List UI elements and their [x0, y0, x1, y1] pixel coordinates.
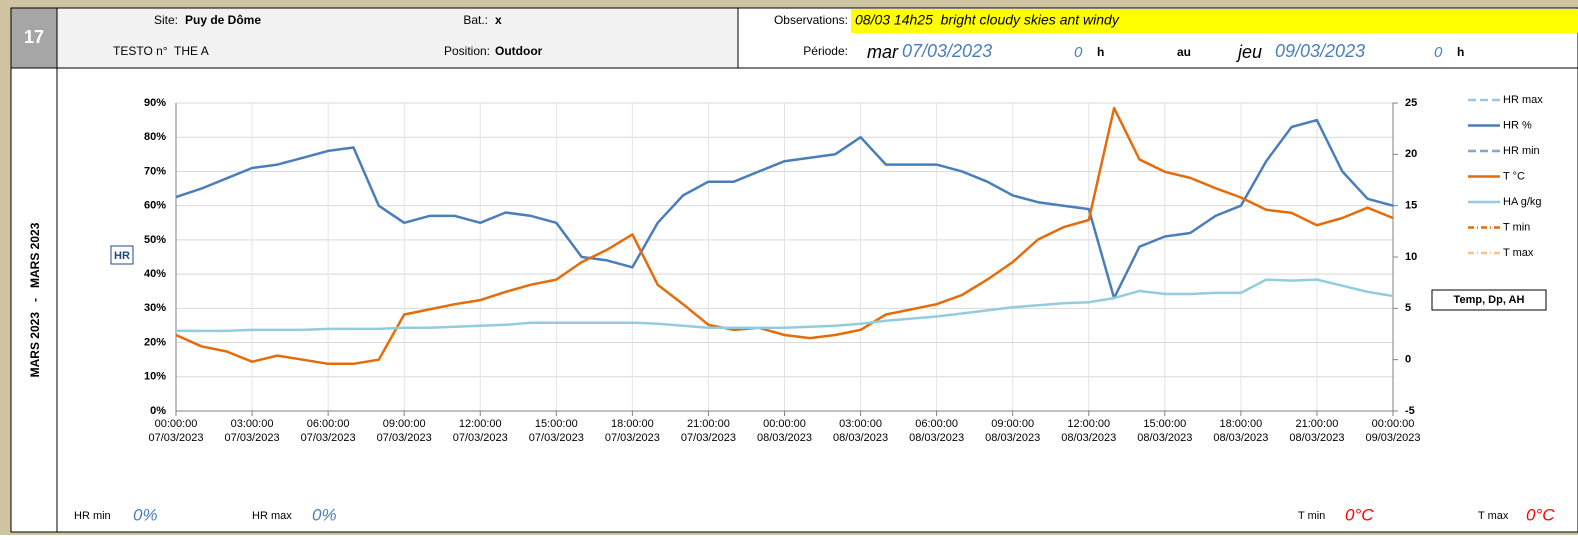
- legend-label: HR %: [1503, 119, 1532, 131]
- series-line: [175, 118, 1394, 300]
- y-tick-label: 60%: [144, 200, 166, 212]
- observations-box: [851, 9, 1578, 33]
- date: 07/03/2023: [902, 41, 992, 61]
- x-tick-label: 12:00:00: [1067, 418, 1110, 430]
- y-axis-label: HR: [114, 250, 130, 262]
- hour: 0: [1434, 44, 1443, 61]
- x-tick-label: 08/03/2023: [1137, 432, 1192, 444]
- x-tick-label: 07/03/2023: [605, 432, 660, 444]
- x-tick-label: 08/03/2023: [1061, 432, 1116, 444]
- label: Position:: [444, 44, 490, 58]
- x-tick-label: 08/03/2023: [833, 432, 888, 444]
- legend-label: T max: [1503, 247, 1534, 259]
- unit: h: [1097, 45, 1104, 59]
- x-tick-label: 09:00:00: [383, 418, 426, 430]
- unit: h: [1457, 45, 1464, 59]
- label: T max: [1478, 510, 1509, 522]
- x-tick-label: 08/03/2023: [1213, 432, 1268, 444]
- x-tick-label: 21:00:00: [1296, 418, 1339, 430]
- x-tick-label: 00:00:00: [155, 418, 198, 430]
- x-tick-label: 07/03/2023: [225, 432, 280, 444]
- value: 0%: [133, 505, 158, 524]
- label: Site:: [154, 13, 178, 27]
- day: jeu: [1235, 42, 1262, 62]
- x-tick-label: 07/03/2023: [453, 432, 508, 444]
- hour: 0: [1074, 44, 1083, 61]
- x-tick-label: 08/03/2023: [1289, 432, 1344, 444]
- y2-tick-label: -5: [1405, 405, 1415, 417]
- label: HR min: [74, 510, 111, 522]
- x-tick-label: 06:00:00: [307, 418, 350, 430]
- axis-label-box: [1431, 289, 1547, 311]
- value: x: [495, 13, 502, 27]
- x-tick-label: 00:00:00: [763, 418, 806, 430]
- y-tick-label: 90%: [144, 97, 166, 109]
- value: Puy de Dôme: [185, 13, 261, 27]
- x-tick-label: 07/03/2023: [681, 432, 736, 444]
- legend-label: HA g/kg: [1503, 196, 1542, 208]
- y-tick-label: 70%: [144, 165, 166, 177]
- x-tick-label: 07/03/2023: [301, 432, 356, 444]
- observations: 08/03 14h25 bright cloudy skies ant wind…: [855, 12, 1120, 28]
- label: Bat.:: [463, 13, 488, 27]
- series-line: [176, 278, 1394, 333]
- axis-label-box: [110, 245, 134, 265]
- label: Observations:: [774, 13, 848, 27]
- legend-label: HR min: [1503, 145, 1540, 157]
- x-tick-label: 18:00:00: [1219, 418, 1262, 430]
- label: au: [1177, 45, 1191, 59]
- label: T min: [1298, 510, 1325, 522]
- legend-label: T °C: [1503, 170, 1525, 182]
- x-tick-label: 09:00:00: [991, 418, 1034, 430]
- x-tick-label: 07/03/2023: [377, 432, 432, 444]
- side-label: MARS 2023 - MARS 2023: [28, 222, 42, 377]
- y-tick-label: 80%: [144, 131, 166, 143]
- number-cell: [10, 7, 58, 69]
- label: Période:: [803, 44, 848, 58]
- x-tick-label: 03:00:00: [231, 418, 274, 430]
- sheet-number: 17: [24, 27, 44, 47]
- y2-tick-label: 15: [1405, 200, 1417, 212]
- y2-tick-label: 10: [1405, 251, 1417, 263]
- x-tick-label: 03:00:00: [839, 418, 882, 430]
- x-tick-label: 09/03/2023: [1365, 432, 1420, 444]
- y-tick-label: 20%: [144, 336, 166, 348]
- legend-label: T min: [1503, 221, 1530, 233]
- x-tick-label: 08/03/2023: [985, 432, 1040, 444]
- x-tick-label: 15:00:00: [1143, 418, 1186, 430]
- x-tick-label: 15:00:00: [535, 418, 578, 430]
- value: 0°C: [1526, 505, 1555, 524]
- x-tick-label: 08/03/2023: [909, 432, 964, 444]
- x-tick-label: 12:00:00: [459, 418, 502, 430]
- x-tick-label: 21:00:00: [687, 418, 730, 430]
- x-tick-label: 07/03/2023: [148, 432, 203, 444]
- legend-label: HR max: [1503, 94, 1543, 106]
- y-tick-label: 30%: [144, 302, 166, 314]
- x-tick-label: 06:00:00: [915, 418, 958, 430]
- x-tick-label: 07/03/2023: [529, 432, 584, 444]
- series-line: [175, 106, 1394, 366]
- label: HR max: [252, 510, 292, 522]
- sheet-bg: [10, 7, 1578, 533]
- y2-axis-label: Temp, Dp, AH: [1454, 294, 1525, 306]
- y-tick-label: 10%: [144, 371, 166, 383]
- x-tick-label: 08/03/2023: [757, 432, 812, 444]
- x-tick-label: 00:00:00: [1372, 418, 1415, 430]
- day: mar: [867, 42, 899, 62]
- y2-tick-label: 20: [1405, 148, 1417, 160]
- y-tick-label: 50%: [144, 234, 166, 246]
- date: 09/03/2023: [1275, 41, 1365, 61]
- y-tick-label: 0%: [150, 405, 166, 417]
- y-tick-label: 40%: [144, 268, 166, 280]
- label: TESTO n° THE A: [113, 44, 209, 58]
- value: 0%: [312, 505, 337, 524]
- y2-tick-label: 25: [1405, 97, 1417, 109]
- x-tick-label: 18:00:00: [611, 418, 654, 430]
- value: 0°C: [1345, 505, 1374, 524]
- y2-tick-label: 5: [1405, 302, 1411, 314]
- y2-tick-label: 0: [1405, 354, 1411, 366]
- value: Outdoor: [495, 44, 543, 58]
